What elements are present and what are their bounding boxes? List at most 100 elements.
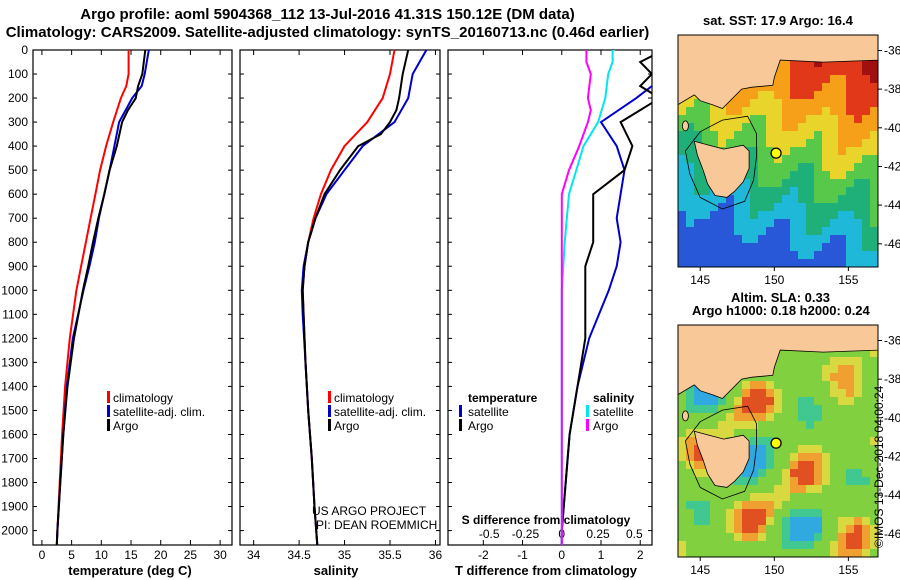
map-cell: [790, 469, 798, 477]
x-tick-label: 15: [124, 548, 138, 562]
map-cell: [758, 421, 766, 429]
map-cell: [806, 139, 814, 147]
map-cell: [710, 525, 718, 533]
map-cell: [782, 171, 790, 179]
map-cell: [710, 195, 718, 203]
map-cell: [814, 485, 822, 493]
map-cell: [774, 67, 782, 75]
map-cell: [854, 405, 862, 413]
map-cell: [806, 525, 814, 533]
map-cell: [710, 243, 718, 251]
map-cell: [782, 91, 790, 99]
plot-title-line2: Climatology: CARS2009. Satellite-adjuste…: [5, 24, 650, 41]
map-cell: [758, 123, 766, 131]
map-cell: [854, 525, 862, 533]
map-cell: [766, 123, 774, 131]
map-cell: [806, 259, 814, 267]
map-cell: [750, 397, 758, 405]
map-cell: [734, 235, 742, 243]
map-cell: [734, 405, 742, 413]
map-cell: [798, 115, 806, 123]
map-cell: [758, 517, 766, 525]
map-cell: [678, 123, 686, 131]
map-cell: [806, 357, 814, 365]
salinity-panel-frame: [239, 49, 441, 546]
map-cell: [830, 389, 838, 397]
map-cell: [870, 251, 878, 259]
map-cell: [742, 179, 750, 187]
map-cell: [750, 549, 758, 557]
map-cell: [798, 75, 806, 83]
map-cell: [870, 365, 878, 373]
map-cell: [814, 123, 822, 131]
map-cell: [790, 83, 798, 91]
map-cell: [870, 131, 878, 139]
map-cell: [782, 235, 790, 243]
map-cell: [742, 517, 750, 525]
map-cell: [774, 477, 782, 485]
map-cell: [710, 421, 718, 429]
map-cell: [790, 219, 798, 227]
x-tick-label: 20: [154, 548, 168, 562]
map-cell: [790, 413, 798, 421]
map-cell: [846, 155, 854, 163]
map-cell: [814, 211, 822, 219]
map-cell: [686, 541, 694, 549]
lon-tick-label: 150: [764, 273, 784, 287]
legend-heading-temperature: temperature: [468, 391, 538, 405]
map-cell: [806, 541, 814, 549]
shelf-contour: [684, 405, 757, 500]
map-cell: [870, 381, 878, 389]
map-cell: [830, 179, 838, 187]
map-cell: [814, 381, 822, 389]
map-cell: [766, 549, 774, 557]
map-cell: [870, 75, 878, 83]
map-cell: [830, 187, 838, 195]
map-cell: [854, 365, 862, 373]
lat-tick-label: -40: [884, 121, 900, 135]
map-cell: [854, 541, 862, 549]
lon-tick-label: 145: [690, 273, 710, 287]
map-cell: [790, 429, 798, 437]
map-cell: [822, 163, 830, 171]
map-cell: [838, 357, 846, 365]
map-cell: [854, 235, 862, 243]
map-cell: [838, 349, 846, 357]
map-cell: [686, 99, 694, 107]
map-cell: [790, 421, 798, 429]
map-cell: [822, 139, 830, 147]
map-cell: [710, 413, 718, 421]
map-cell: [686, 525, 694, 533]
map-cell: [806, 115, 814, 123]
map-cell: [806, 445, 814, 453]
map-cell: [702, 517, 710, 525]
map-cell: [830, 83, 838, 91]
temperature-panel-frame: [32, 49, 233, 546]
map-cell: [782, 365, 790, 373]
map-cell: [830, 357, 838, 365]
map-cell: [694, 259, 702, 267]
map-cell: [774, 251, 782, 259]
map-cell: [774, 533, 782, 541]
map-cell: [798, 163, 806, 171]
map-cell: [774, 381, 782, 389]
map-cell: [862, 485, 870, 493]
map-cell: [750, 413, 758, 421]
map-cell: [822, 493, 830, 501]
map-cell: [862, 155, 870, 163]
map-cell: [822, 131, 830, 139]
map-cell: [678, 131, 686, 139]
map-cell: [702, 123, 710, 131]
map-cell: [862, 477, 870, 485]
map-cell: [702, 485, 710, 493]
map-cell: [862, 179, 870, 187]
map-cell: [766, 501, 774, 509]
map-cell: [790, 477, 798, 485]
map-cell: [774, 421, 782, 429]
series-line-argo: [55, 50, 147, 545]
depth-tick-label: 400: [8, 139, 28, 153]
map-cell: [726, 517, 734, 525]
map-cell: [806, 421, 814, 429]
map-cell: [718, 203, 726, 211]
map-cell: [838, 525, 846, 533]
